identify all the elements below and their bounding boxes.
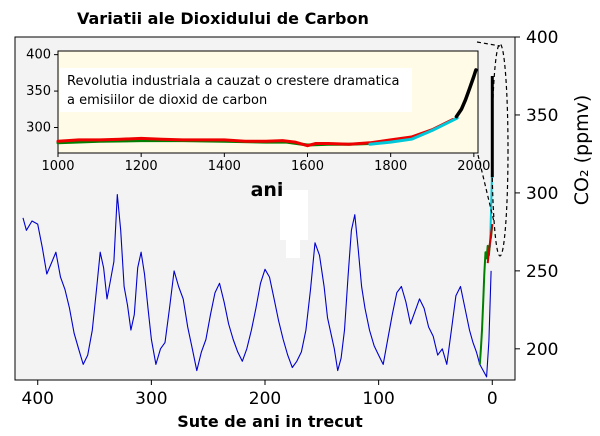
- inset-x-tick-label-0: 1000: [41, 159, 74, 174]
- main-x-tick-label-3: 100: [362, 389, 394, 409]
- inset-y-tick-label-1: 350: [26, 84, 51, 99]
- main-y-axis-label: CO₂ (ppmv): [571, 95, 593, 206]
- zoom-connector-bottom: [477, 154, 495, 223]
- inset-x-tick-label-1: 1200: [125, 159, 158, 174]
- main-y-tick-label-1: 250: [526, 262, 558, 282]
- inset-annotation-line-1: Revolutia industriala a cauzat o crester…: [67, 74, 399, 89]
- main-x-axis-label: Sute de ani in trecut: [177, 412, 363, 431]
- main-y-axis: 200 250 300 350 400: [515, 28, 558, 360]
- main-y-tick-label-3: 350: [526, 106, 558, 126]
- main-x-tick-label-0: 400: [22, 389, 54, 409]
- inset-series-group: [56, 68, 478, 148]
- inset-annotation-line-2: a emisiilor de dioxid de carbon: [67, 93, 267, 108]
- inset-x-axis: 1000 1200 1400 1600 1800 2000: [41, 153, 490, 174]
- inset-y-tick-label-0: 300: [26, 121, 51, 136]
- inset-x-axis-label: ani: [251, 179, 284, 201]
- zoom-connector-top: [476, 41, 501, 47]
- main-y-tick-label-0: 200: [526, 340, 558, 360]
- inset-series-line-1: [56, 118, 455, 148]
- whiteout-patch-lower: [286, 240, 300, 258]
- main-x-tick-label-2: 200: [249, 389, 281, 409]
- main-series-line-0: [22, 193, 492, 378]
- main-y-tick-label-4: 400: [526, 28, 558, 48]
- zoom-ellipse: [491, 43, 509, 257]
- inset-y-axis: 300 350 400: [26, 48, 58, 136]
- whiteout-patch: [280, 190, 308, 240]
- main-x-tick-label-4: 0: [487, 389, 498, 409]
- inset-x-tick-label-2: 1400: [208, 159, 241, 174]
- inset-annotation-box: [60, 68, 412, 112]
- main-y-tick-label-2: 300: [526, 184, 558, 204]
- inset-series-line-3: [454, 68, 478, 119]
- inset-x-tick-label-3: 1600: [291, 159, 324, 174]
- main-series-line-3: [486, 223, 494, 264]
- inset-y-tick-label-2: 400: [26, 48, 51, 63]
- inset-x-tick-label-5: 2000: [457, 159, 490, 174]
- main-x-axis: 400 300 200 100 0: [22, 380, 498, 409]
- main-x-tick-label-1: 300: [135, 389, 167, 409]
- main-chart-title: Variatii ale Dioxidului de Carbon: [77, 9, 369, 28]
- inset-x-tick-label-4: 1800: [374, 159, 407, 174]
- inset-series-line-2: [368, 116, 459, 146]
